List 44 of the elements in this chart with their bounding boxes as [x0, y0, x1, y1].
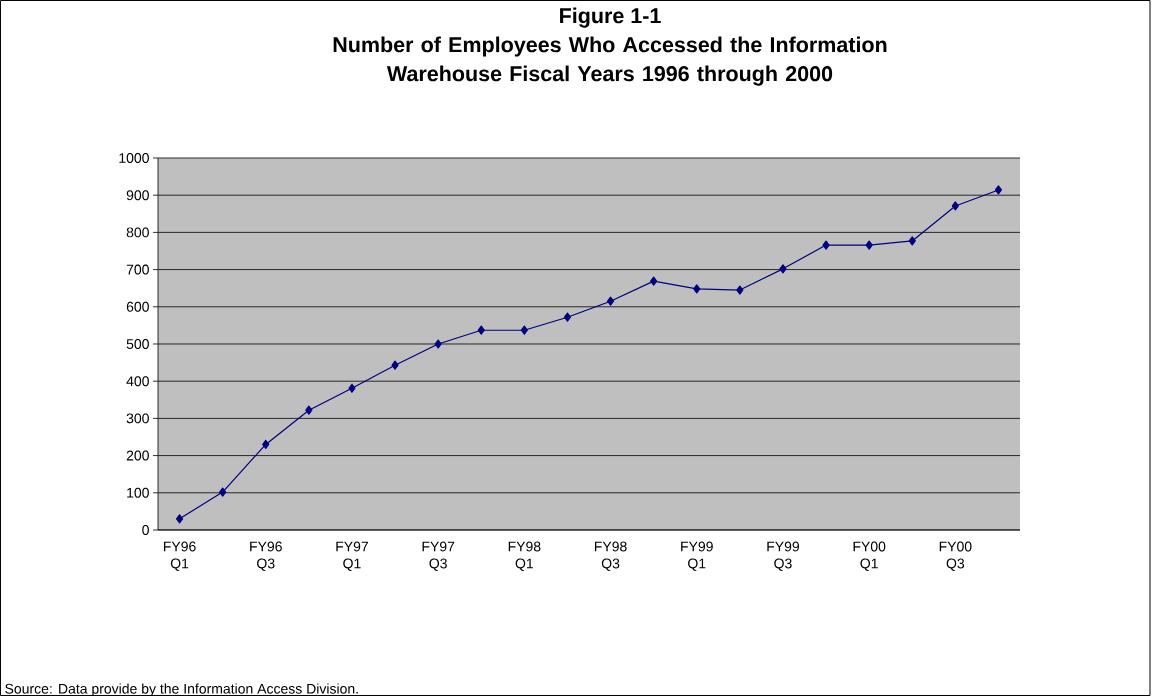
y-tick-label: 600	[126, 301, 149, 312]
point	[348, 383, 356, 393]
point	[391, 360, 399, 370]
point	[563, 312, 572, 322]
point	[175, 514, 184, 524]
x-tick-label: FY98 Q3	[594, 541, 627, 571]
y-tick-label: 800	[126, 227, 149, 238]
point	[520, 325, 528, 335]
point	[606, 296, 615, 306]
y-tick-label: 400	[126, 376, 149, 387]
y-tick-label: 700	[126, 264, 149, 275]
point	[305, 405, 313, 415]
x-tick-label: FY00 Q3	[939, 541, 972, 571]
x-tick-label: FY96 Q3	[250, 541, 282, 571]
y-tick-label: 900	[126, 190, 149, 201]
x-tick-label: FY96 Q1	[163, 541, 196, 571]
x-tick-label: FY00 Q1	[853, 541, 886, 571]
point	[477, 325, 485, 335]
point	[865, 240, 873, 250]
point	[736, 285, 744, 295]
point	[262, 439, 270, 450]
x-tick-label: FY97 Q3	[422, 541, 455, 571]
point	[650, 276, 658, 286]
y-tick-label: 1000	[119, 153, 149, 163]
x-tick-label: FY99 Q3	[767, 541, 800, 571]
chart-title: Figure 1-1	[560, 7, 661, 28]
y-tick-label: 200	[126, 450, 149, 461]
y-tick-label: 100	[127, 487, 149, 498]
point	[779, 264, 787, 274]
point	[908, 236, 916, 246]
y-tick-label: 0	[142, 525, 149, 535]
point	[822, 240, 830, 250]
y-tick-label: 300	[126, 413, 149, 424]
chart-subtitle: Number of Employees Who Accessed the Information Warehouse Fiscal Years 1996 through 2000	[333, 36, 887, 86]
point	[951, 201, 959, 211]
point	[994, 185, 1003, 195]
source-note: Source: Data provide by the Information Access Division.	[5, 683, 358, 696]
x-tick-label: FY97 Q1	[336, 541, 368, 571]
point	[693, 284, 701, 294]
x-tick-label: FY98 Q1	[508, 541, 541, 571]
point	[219, 487, 227, 497]
point	[434, 339, 442, 349]
y-tick-label: 500	[126, 339, 149, 349]
x-tick-label: FY99 Q1	[681, 541, 713, 571]
